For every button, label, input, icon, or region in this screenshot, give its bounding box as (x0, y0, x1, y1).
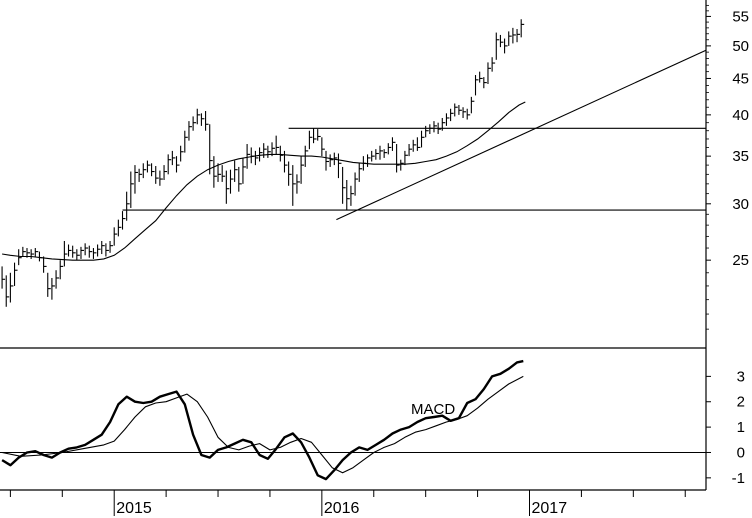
macd-tick-label-3: 2 (737, 394, 745, 411)
macd-lines-group (1, 359, 524, 481)
price-tick-label-6: 55 (732, 8, 749, 25)
trendline (336, 49, 707, 221)
macd-tick-label-2: 1 (737, 419, 745, 436)
moving-average-group (2, 101, 526, 261)
price-tick-label-4: 45 (732, 70, 749, 87)
macd-y-axis: -1 0 1 2 3 (706, 368, 745, 487)
price-tick-label-2: 35 (732, 148, 749, 165)
price-tick-label-1: 30 (732, 196, 749, 213)
price-panel: 25 30 35 40 45 50 55 (1, 4, 749, 330)
price-tick-label-3: 40 (732, 107, 749, 124)
trendline-group (336, 49, 707, 221)
price-tick-label-5: 50 (732, 38, 749, 55)
year-label-2: 2017 (532, 500, 568, 517)
macd-tick-label-1: 0 (737, 444, 745, 461)
moving-average-line (2, 101, 526, 261)
macd-tick-label-0: -1 (732, 470, 745, 487)
macd-tick-label-4: 3 (737, 368, 745, 385)
macd-annotation: MACD (411, 401, 455, 418)
macd-signal-line (1, 375, 524, 474)
macd-line (1, 359, 524, 481)
price-y-axis: 25 30 35 40 45 50 55 (706, 4, 749, 330)
price-tick-label-0: 25 (732, 252, 749, 269)
macd-panel: -1 0 1 2 3 MACD (0, 359, 745, 487)
year-label-0: 2015 (116, 500, 152, 517)
horizontal-support-resistance-lines (122, 127, 706, 211)
year-label-1: 2016 (324, 500, 360, 517)
time-axis: 2015 2016 2017 (9, 490, 686, 517)
price-bars-group (1, 19, 525, 307)
